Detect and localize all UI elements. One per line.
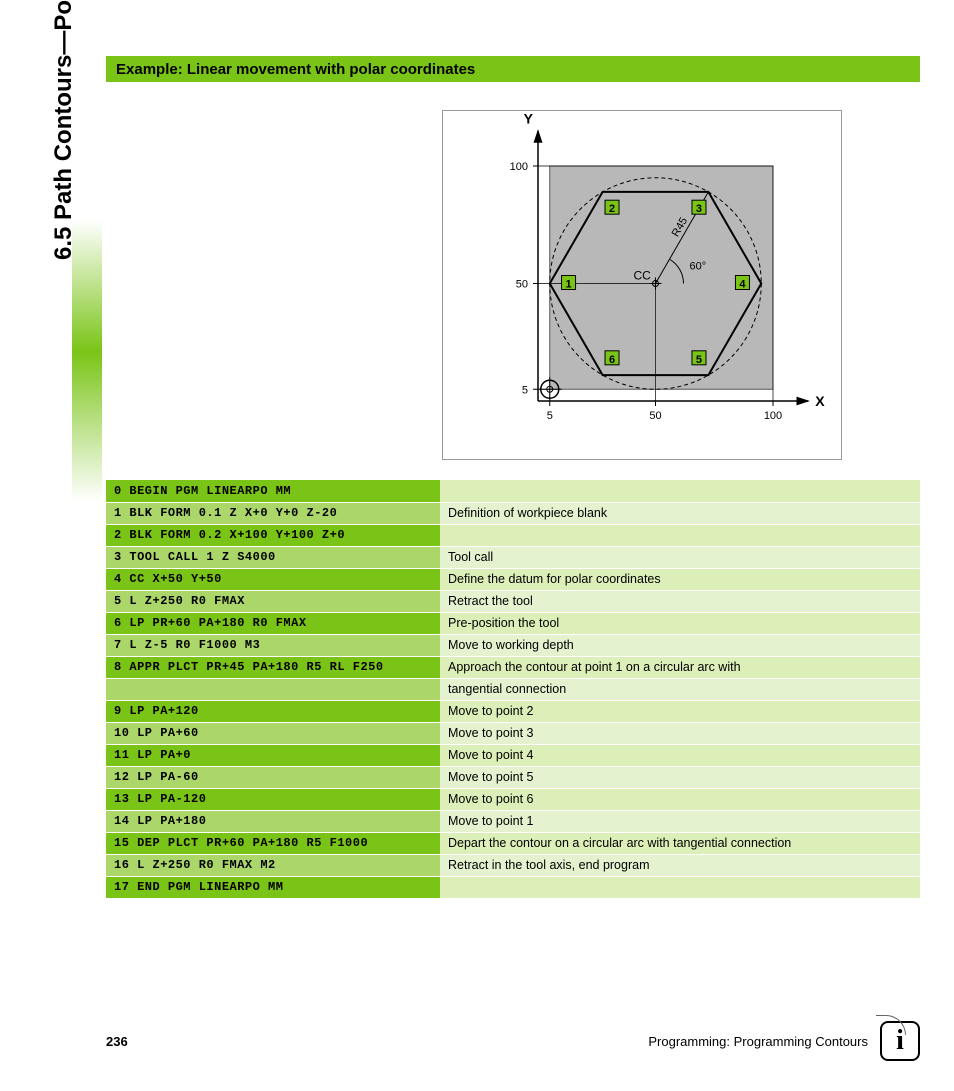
table-row: 16 L Z+250 R0 FMAX M2Retract in the tool… — [106, 854, 920, 876]
description-cell: Retract the tool — [440, 590, 920, 612]
code-cell: 7 L Z-5 R0 F1000 M3 — [106, 634, 440, 656]
description-cell: Retract in the tool axis, end program — [440, 854, 920, 876]
table-row: 7 L Z-5 R0 F1000 M3Move to working depth — [106, 634, 920, 656]
table-row: 1 BLK FORM 0.1 Z X+0 Y+0 Z-20Definition … — [106, 502, 920, 524]
description-cell: Move to point 2 — [440, 700, 920, 722]
svg-text:50: 50 — [516, 279, 528, 291]
code-cell — [106, 678, 440, 700]
code-cell: 2 BLK FORM 0.2 X+100 Y+100 Z+0 — [106, 524, 440, 546]
table-row: 17 END PGM LINEARPO MM — [106, 876, 920, 898]
table-row: 14 LP PA+180Move to point 1 — [106, 810, 920, 832]
code-cell: 10 LP PA+60 — [106, 722, 440, 744]
description-cell: Pre-position the tool — [440, 612, 920, 634]
table-row: 2 BLK FORM 0.2 X+100 Y+100 Z+0 — [106, 524, 920, 546]
footer-text: Programming: Programming Contours — [648, 1034, 868, 1049]
description-cell: Depart the contour on a circular arc wit… — [440, 832, 920, 854]
table-row: 10 LP PA+60Move to point 3 — [106, 722, 920, 744]
diagram-container: XY550100550100CCR4560°123456 — [442, 110, 842, 460]
svg-text:1: 1 — [565, 279, 571, 291]
example-title: Example: Linear movement with polar coor… — [116, 61, 475, 78]
svg-text:4: 4 — [739, 279, 746, 291]
svg-text:Y: Y — [524, 111, 534, 127]
code-cell: 3 TOOL CALL 1 Z S4000 — [106, 546, 440, 568]
description-cell: Move to point 5 — [440, 766, 920, 788]
code-cell: 14 LP PA+180 — [106, 810, 440, 832]
description-cell — [440, 524, 920, 546]
svg-text:X: X — [815, 393, 825, 409]
description-cell: Approach the contour at point 1 on a cir… — [440, 656, 920, 678]
svg-text:60°: 60° — [690, 261, 707, 273]
code-cell: 17 END PGM LINEARPO MM — [106, 876, 440, 898]
description-cell: Move to point 6 — [440, 788, 920, 810]
code-cell: 5 L Z+250 R0 FMAX — [106, 590, 440, 612]
table-row: 12 LP PA-60Move to point 5 — [106, 766, 920, 788]
table-row: 3 TOOL CALL 1 Z S4000Tool call — [106, 546, 920, 568]
description-cell: Move to point 4 — [440, 744, 920, 766]
hexagon-diagram: XY550100550100CCR4560°123456 — [443, 111, 841, 459]
table-row: 0 BEGIN PGM LINEARPO MM — [106, 480, 920, 502]
svg-text:CC: CC — [634, 269, 652, 283]
section-title: 6.5 Path Contours—Polar Coordinates — [50, 0, 78, 260]
code-cell: 11 LP PA+0 — [106, 744, 440, 766]
table-row: tangential connection — [106, 678, 920, 700]
table-row: 11 LP PA+0Move to point 4 — [106, 744, 920, 766]
table-row: 8 APPR PLCT PR+45 PA+180 R5 RL F250Appro… — [106, 656, 920, 678]
table-row: 15 DEP PLCT PR+60 PA+180 R5 F1000Depart … — [106, 832, 920, 854]
svg-text:5: 5 — [522, 384, 528, 396]
code-cell: 1 BLK FORM 0.1 Z X+0 Y+0 Z-20 — [106, 502, 440, 524]
nc-program-table: 0 BEGIN PGM LINEARPO MM1 BLK FORM 0.1 Z … — [106, 480, 920, 899]
code-cell: 9 LP PA+120 — [106, 700, 440, 722]
code-cell: 12 LP PA-60 — [106, 766, 440, 788]
table-row: 9 LP PA+120Move to point 2 — [106, 700, 920, 722]
description-cell: Definition of workpiece blank — [440, 502, 920, 524]
page-number: 236 — [106, 1034, 128, 1049]
svg-text:100: 100 — [764, 410, 782, 422]
code-cell: 6 LP PR+60 PA+180 R0 FMAX — [106, 612, 440, 634]
description-cell: Move to point 3 — [440, 722, 920, 744]
page-footer: 236 Programming: Programming Contours i — [106, 1021, 920, 1061]
description-cell — [440, 876, 920, 898]
code-cell: 8 APPR PLCT PR+45 PA+180 R5 RL F250 — [106, 656, 440, 678]
description-cell: Move to working depth — [440, 634, 920, 656]
table-row: 4 CC X+50 Y+50Define the datum for polar… — [106, 568, 920, 590]
svg-text:100: 100 — [510, 161, 528, 173]
svg-text:3: 3 — [696, 203, 702, 215]
table-row: 13 LP PA-120Move to point 6 — [106, 788, 920, 810]
code-cell: 0 BEGIN PGM LINEARPO MM — [106, 480, 440, 502]
svg-text:50: 50 — [649, 410, 661, 422]
code-cell: 16 L Z+250 R0 FMAX M2 — [106, 854, 440, 876]
footer-arc-decoration — [876, 1015, 906, 1035]
description-cell — [440, 480, 920, 502]
code-cell: 4 CC X+50 Y+50 — [106, 568, 440, 590]
table-row: 5 L Z+250 R0 FMAXRetract the tool — [106, 590, 920, 612]
description-cell: tangential connection — [440, 678, 920, 700]
code-cell: 13 LP PA-120 — [106, 788, 440, 810]
code-cell: 15 DEP PLCT PR+60 PA+180 R5 F1000 — [106, 832, 440, 854]
description-cell: Define the datum for polar coordinates — [440, 568, 920, 590]
description-cell: Move to point 1 — [440, 810, 920, 832]
svg-text:5: 5 — [696, 354, 702, 366]
svg-text:5: 5 — [547, 410, 553, 422]
table-row: 6 LP PR+60 PA+180 R0 FMAXPre-position th… — [106, 612, 920, 634]
example-header: Example: Linear movement with polar coor… — [106, 56, 920, 82]
svg-text:6: 6 — [609, 354, 615, 366]
description-cell: Tool call — [440, 546, 920, 568]
svg-text:2: 2 — [609, 203, 615, 215]
